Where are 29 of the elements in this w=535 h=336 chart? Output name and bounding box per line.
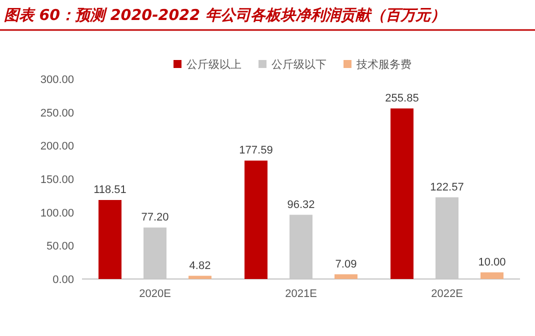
bar <box>334 274 358 279</box>
data-label: 118.51 <box>94 184 126 196</box>
data-label: 177.59 <box>239 144 273 157</box>
chart-title: 图表 60：预测 2020-2022 年公司各板块净利润贡献（百万元） <box>4 6 446 24</box>
bar <box>98 200 122 279</box>
data-label: 7.09 <box>335 258 357 270</box>
y-tick-label: 250.00 <box>40 107 74 120</box>
bar <box>480 272 504 279</box>
y-tick-label: 150.00 <box>40 174 74 186</box>
legend-label: 公斤级以上 <box>186 58 242 71</box>
y-tick-label: 200.00 <box>40 140 74 153</box>
data-label: 77.20 <box>141 212 169 224</box>
x-tick-label: 2022E <box>431 288 463 300</box>
y-tick-label: 0.00 <box>52 274 74 286</box>
bar <box>390 108 414 279</box>
data-label: 4.82 <box>189 260 211 272</box>
y-tick-label: 300.00 <box>40 74 74 86</box>
legend-label: 技术服务费 <box>356 58 412 71</box>
data-label: 255.85 <box>385 92 419 104</box>
data-label: 96.32 <box>287 198 315 211</box>
data-label: 122.57 <box>430 181 464 194</box>
bar <box>244 160 268 279</box>
y-tick-label: 50.00 <box>46 240 74 253</box>
bar <box>188 276 212 279</box>
x-tick-label: 2020E <box>139 288 171 300</box>
data-label: 10.00 <box>478 256 506 268</box>
legend-label: 公斤级以下 <box>272 58 326 71</box>
y-tick-label: 100.00 <box>40 207 74 220</box>
x-tick-label: 2021E <box>285 288 317 300</box>
